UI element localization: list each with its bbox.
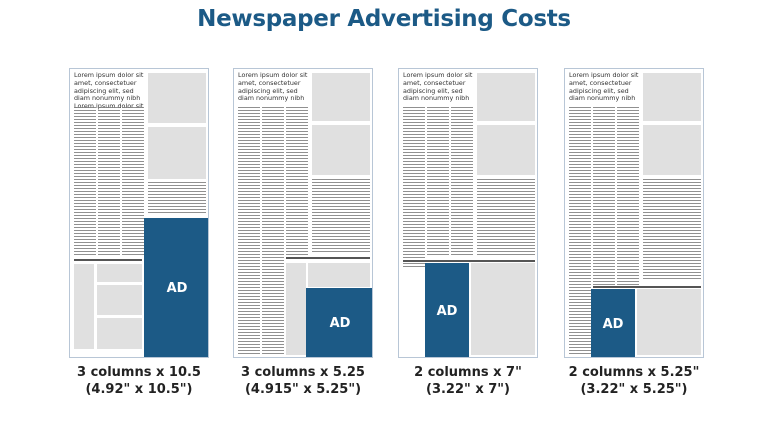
divider [74, 259, 142, 261]
image-placeholder [97, 285, 142, 315]
image-placeholder [643, 73, 701, 121]
image-placeholder [477, 73, 535, 121]
newspaper-layout-2: Lorem ipsum dolor sit amet, consectetuer… [233, 68, 373, 358]
headline-text: Lorem ipsum dolor sit amet, consectetuer… [74, 71, 144, 110]
page-title: Newspaper Advertising Costs [197, 6, 571, 32]
caption-size: 2 columns x 7" [414, 365, 522, 380]
caption-dimensions: (3.22" x 5.25") [580, 382, 688, 397]
image-placeholder [148, 73, 206, 123]
text-column [617, 107, 639, 285]
text-column [74, 107, 96, 257]
text-column [593, 107, 615, 285]
image-placeholder [74, 264, 94, 349]
ad-block: AD [591, 289, 635, 357]
caption-size: 3 columns x 10.5 [77, 365, 201, 380]
caption-size: 2 columns x 5.25" [568, 365, 700, 380]
newspaper-layout-3: Lorem ipsum dolor sit amet, consectetuer… [398, 68, 538, 358]
divider [286, 257, 370, 259]
text-column [477, 179, 535, 257]
image-placeholder [477, 125, 535, 175]
caption-dimensions: (4.915" x 5.25") [244, 382, 362, 397]
headline-text: Lorem ipsum dolor sit amet, consectetuer… [403, 71, 473, 103]
ad-block: AD [425, 263, 469, 357]
text-column [286, 107, 308, 257]
image-placeholder [637, 289, 701, 355]
image-placeholder [312, 73, 370, 121]
text-column [427, 107, 449, 257]
image-placeholder [471, 263, 535, 355]
text-column [262, 107, 284, 355]
text-column [122, 107, 144, 257]
newspaper-layout-1: Lorem ipsum dolor sit amet, consectetuer… [69, 68, 209, 358]
text-column [148, 182, 206, 215]
headline-text: Lorem ipsum dolor sit amet, consectetuer… [569, 71, 639, 103]
headline-text: Lorem ipsum dolor sit amet, consectetuer… [238, 71, 308, 103]
text-column [238, 107, 260, 355]
text-column [451, 107, 473, 257]
image-placeholder [97, 264, 142, 282]
newspaper-layout-4: Lorem ipsum dolor sit amet, consectetuer… [564, 68, 704, 358]
layout-4-caption: 2 columns x 5.25" (3.22" x 5.25") [554, 364, 714, 398]
image-placeholder [148, 127, 206, 179]
text-column [312, 179, 370, 254]
caption-dimensions: (3.22" x 7") [426, 382, 510, 397]
layout-2-caption: 3 columns x 5.25 (4.915" x 5.25") [223, 364, 383, 398]
image-placeholder [312, 125, 370, 175]
text-column [403, 107, 425, 267]
layout-1-caption: 3 columns x 10.5 (4.92" x 10.5") [59, 364, 219, 398]
divider [593, 286, 701, 288]
divider [403, 260, 535, 262]
image-placeholder [97, 318, 142, 349]
layout-3-caption: 2 columns x 7" (3.22" x 7") [388, 364, 548, 398]
text-column [98, 107, 120, 257]
image-placeholder [643, 125, 701, 175]
text-column [569, 107, 591, 355]
text-column [643, 179, 701, 281]
caption-dimensions: (4.92" x 10.5") [85, 382, 193, 397]
image-placeholder [308, 263, 370, 287]
ad-block: AD [144, 218, 208, 357]
ad-block: AD [306, 288, 372, 357]
caption-size: 3 columns x 5.25 [241, 365, 365, 380]
image-placeholder [286, 263, 306, 355]
